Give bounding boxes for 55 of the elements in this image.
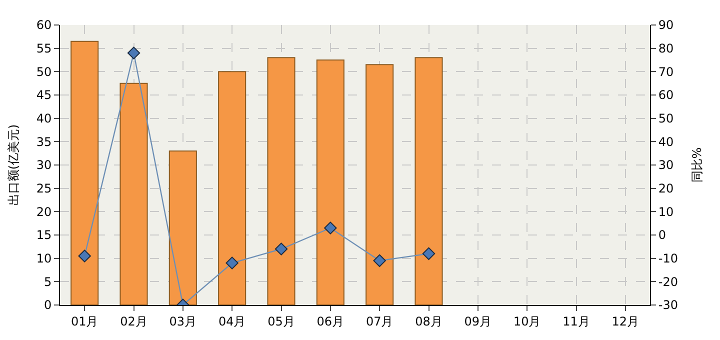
y2-tick-label: 50 <box>658 112 674 126</box>
y-axis-title: 出口额(亿美元) <box>6 124 21 206</box>
y2-tick-label: -30 <box>658 298 678 312</box>
y2-tick-label: 0 <box>658 228 666 242</box>
y2-tick-label: 40 <box>658 134 674 149</box>
y2-tick-label: 30 <box>658 158 674 172</box>
y2-tick-label: 10 <box>658 204 674 219</box>
bar <box>316 60 344 305</box>
x-tick-label: 06月 <box>316 314 344 328</box>
x-tick-label: 08月 <box>415 314 442 328</box>
bar <box>414 57 443 305</box>
y2-tick-label: -10 <box>658 252 678 266</box>
y2-tick-label: 20 <box>658 182 674 196</box>
bar <box>366 64 394 305</box>
x-tick-label: 10月 <box>513 314 541 328</box>
point <box>226 256 238 270</box>
x-tick-label: 07月 <box>366 314 394 328</box>
x-tick-label: 05月 <box>268 314 295 328</box>
bar <box>218 71 246 305</box>
x-tick-label: 04月 <box>218 314 246 328</box>
x-tick-label: 12月 <box>612 314 640 328</box>
y-tick-label: 25 <box>36 182 52 196</box>
y-tick-label: 0 <box>44 298 52 312</box>
point <box>127 46 140 60</box>
y2-tick-label: 70 <box>658 64 674 79</box>
y-tick-label: 60 <box>36 18 52 32</box>
x-tick-label: 09月 <box>464 314 492 328</box>
bar <box>120 82 148 305</box>
x-tick-label: 01月 <box>70 314 98 328</box>
y2-axis-title: 同比% <box>690 147 704 183</box>
point <box>78 250 91 262</box>
point <box>422 247 436 260</box>
y2-tick-label: 90 <box>658 18 674 32</box>
y-tick-label: 20 <box>36 204 52 219</box>
bar <box>267 57 296 305</box>
bar <box>70 40 99 305</box>
y2-tick-label: 80 <box>658 42 674 56</box>
y-tick-label: 50 <box>36 64 52 79</box>
y2-tick-label: -20 <box>658 274 678 289</box>
point <box>324 222 337 234</box>
x-tick-label: 03月 <box>169 314 197 328</box>
y-tick-label: 35 <box>36 134 52 149</box>
y-tick-label: 30 <box>36 158 52 172</box>
point <box>373 254 386 268</box>
y-tick-label: 40 <box>36 112 52 126</box>
y-tick-label: 55 <box>36 42 52 56</box>
bar <box>168 150 197 305</box>
y-tick-label: 45 <box>36 88 52 102</box>
y2-tick-label: 60 <box>658 88 674 102</box>
y-tick-label: 15 <box>36 228 52 242</box>
x-tick-label: 02月 <box>120 314 148 328</box>
y-tick-label: 10 <box>36 252 52 266</box>
y-tick-label: 5 <box>44 274 52 289</box>
x-tick-label: 11月 <box>562 314 590 328</box>
point <box>274 242 288 256</box>
